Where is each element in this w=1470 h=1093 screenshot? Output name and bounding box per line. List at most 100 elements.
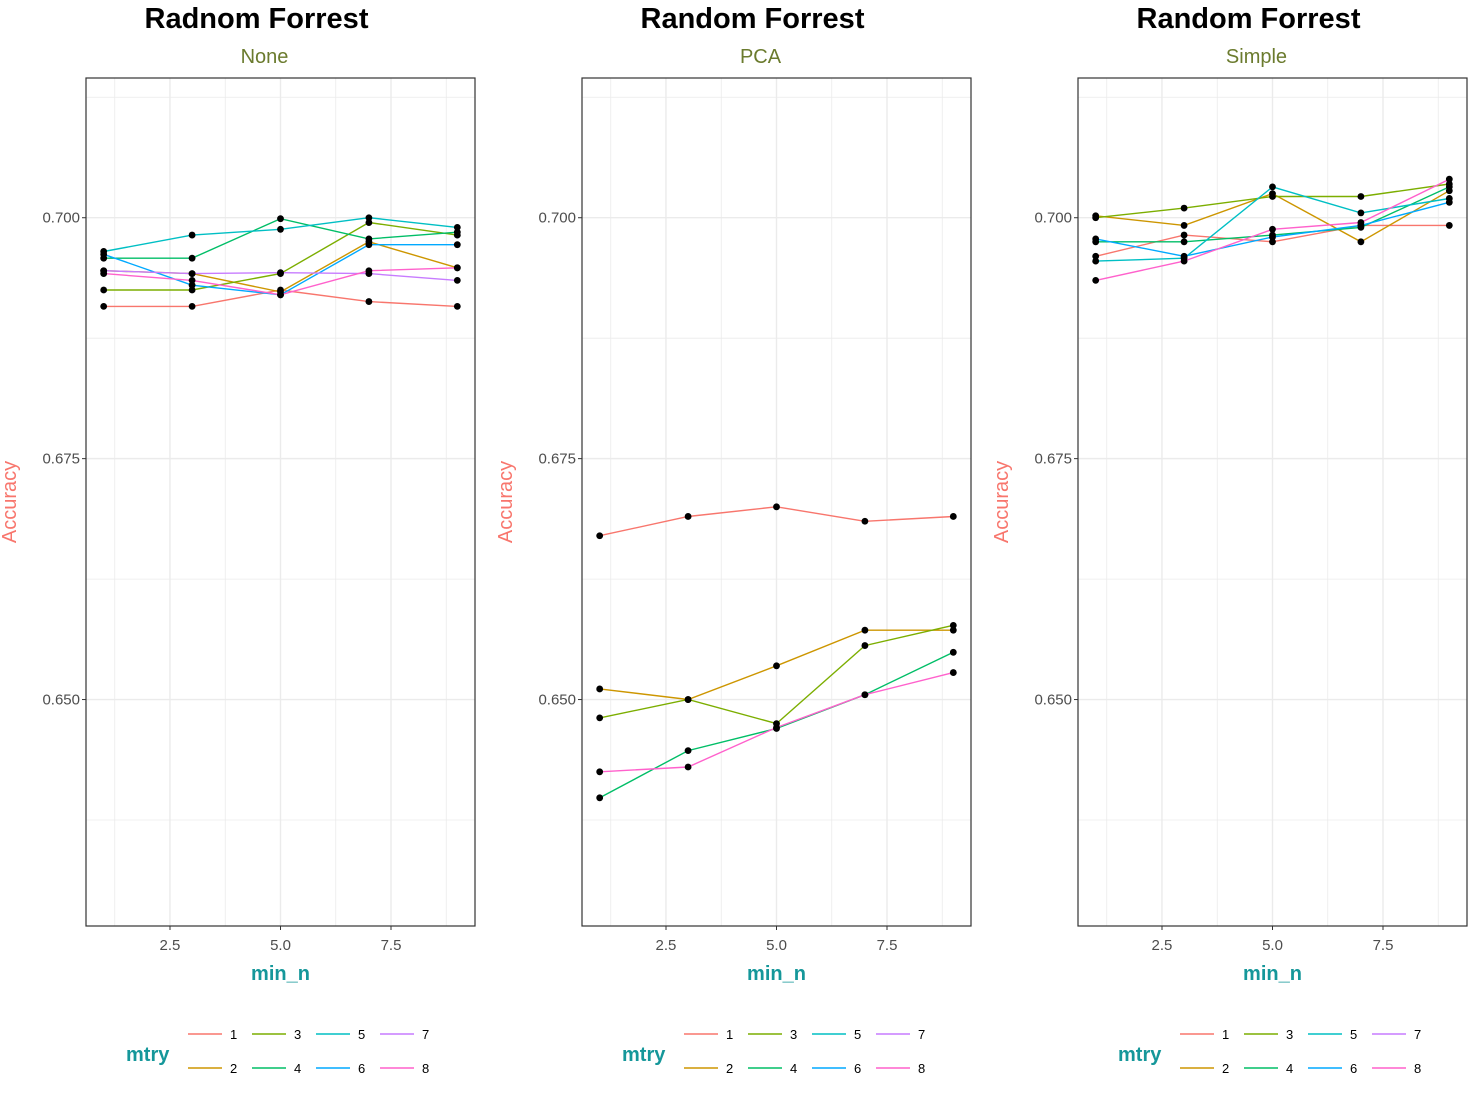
data-point-mtry-8 bbox=[453, 264, 461, 272]
data-point-mtry-6 bbox=[1269, 233, 1276, 241]
data-point-mtry-5 bbox=[453, 223, 461, 231]
data-point-mtry-6 bbox=[1092, 235, 1100, 243]
panel-subtitle: PCA bbox=[740, 46, 782, 68]
data-point-mtry-2 bbox=[773, 662, 780, 670]
data-point-mtry-6 bbox=[1180, 252, 1188, 260]
data-point-mtry-8 bbox=[1357, 219, 1365, 226]
x-tick-label: 2.5 bbox=[1152, 937, 1173, 954]
data-point-mtry-1 bbox=[100, 302, 108, 310]
legend-title: mtry bbox=[622, 1044, 666, 1066]
data-point-mtry-1 bbox=[1445, 222, 1453, 229]
data-point-mtry-1 bbox=[1092, 252, 1100, 260]
data-point-mtry-1 bbox=[453, 302, 461, 310]
x-tick-label: 7.5 bbox=[381, 937, 402, 954]
legend-label: 2 bbox=[726, 1061, 733, 1076]
data-point-mtry-8 bbox=[365, 267, 373, 275]
legend-label: 6 bbox=[358, 1061, 365, 1076]
data-point-mtry-5 bbox=[277, 225, 284, 233]
legend-label: 2 bbox=[1222, 1061, 1229, 1076]
y-axis-title: Accuracy bbox=[991, 461, 1013, 543]
data-point-mtry-1 bbox=[596, 532, 604, 540]
data-point-mtry-8 bbox=[773, 724, 780, 731]
data-point-mtry-8 bbox=[100, 270, 108, 278]
panel-subtitle: Simple bbox=[1226, 46, 1287, 68]
legend-label: 2 bbox=[230, 1061, 237, 1076]
data-point-mtry-1 bbox=[365, 298, 373, 305]
data-point-mtry-4 bbox=[365, 235, 373, 243]
legend-label: 4 bbox=[1286, 1061, 1293, 1076]
data-point-mtry-4 bbox=[684, 747, 692, 755]
legend-label: 8 bbox=[422, 1061, 429, 1076]
legend-label: 1 bbox=[1222, 1027, 1229, 1042]
data-point-mtry-3 bbox=[949, 621, 957, 629]
legend-label: 4 bbox=[294, 1061, 301, 1076]
data-point-mtry-3 bbox=[1180, 204, 1188, 212]
series-points bbox=[1092, 175, 1453, 284]
data-point-mtry-5 bbox=[1357, 209, 1365, 217]
panel-title: Random Forrest bbox=[1137, 3, 1361, 35]
data-point-mtry-1 bbox=[949, 513, 957, 520]
legend-label: 3 bbox=[790, 1027, 797, 1042]
legend: mtry 1 2 3 4 5 6 7 8 bbox=[1118, 1027, 1421, 1076]
panel-2: Random Forrest PCA 0.650 0.675 0.700 2.5 5.0 7.… bbox=[495, 3, 972, 1076]
data-point-mtry-6 bbox=[100, 250, 108, 258]
data-point-mtry-1 bbox=[773, 503, 780, 511]
data-point-mtry-7 bbox=[188, 270, 196, 278]
data-point-mtry-5 bbox=[1092, 257, 1100, 265]
data-point-mtry-2 bbox=[596, 685, 604, 693]
data-point-mtry-4 bbox=[1180, 238, 1188, 246]
data-point-mtry-1 bbox=[1180, 231, 1188, 239]
legend-label: 5 bbox=[358, 1027, 365, 1042]
data-point-mtry-3 bbox=[861, 642, 869, 649]
series-points bbox=[100, 214, 461, 310]
panel-subtitle: None bbox=[241, 46, 289, 68]
data-point-mtry-4 bbox=[453, 228, 461, 236]
data-point-mtry-2 bbox=[1180, 222, 1188, 229]
data-point-mtry-3 bbox=[1269, 193, 1276, 200]
x-tick-label: 2.5 bbox=[160, 937, 181, 954]
panel-title: Radnom Forrest bbox=[145, 3, 369, 35]
legend-label: 7 bbox=[918, 1027, 925, 1042]
data-point-mtry-8 bbox=[949, 669, 957, 676]
data-point-mtry-8 bbox=[1269, 225, 1276, 233]
legend-label: 4 bbox=[790, 1061, 797, 1076]
data-point-mtry-3 bbox=[188, 286, 196, 294]
data-point-mtry-2 bbox=[949, 626, 957, 634]
data-point-mtry-3 bbox=[684, 696, 692, 703]
panel-title: Random Forrest bbox=[641, 3, 865, 35]
x-tick-label: 5.0 bbox=[766, 937, 787, 954]
grid bbox=[86, 78, 475, 926]
legend-title: mtry bbox=[1118, 1044, 1162, 1066]
legend-label: 8 bbox=[918, 1061, 925, 1076]
legend-label: 6 bbox=[1350, 1061, 1357, 1076]
data-point-mtry-7 bbox=[277, 269, 284, 277]
data-point-mtry-4 bbox=[188, 254, 196, 262]
y-axis-title: Accuracy bbox=[495, 461, 517, 543]
data-point-mtry-3 bbox=[1357, 193, 1365, 200]
data-point-mtry-8 bbox=[861, 691, 869, 699]
data-point-mtry-6 bbox=[1445, 198, 1453, 206]
grid bbox=[582, 78, 971, 926]
data-point-mtry-8 bbox=[684, 763, 692, 771]
legend-label: 7 bbox=[422, 1027, 429, 1042]
data-point-mtry-4 bbox=[949, 648, 957, 656]
legend: mtry 1 2 3 4 5 6 7 8 bbox=[622, 1027, 925, 1076]
data-point-mtry-3 bbox=[100, 286, 108, 294]
data-point-mtry-3 bbox=[1092, 214, 1100, 222]
data-point-mtry-3 bbox=[596, 714, 604, 722]
data-point-mtry-1 bbox=[861, 517, 869, 525]
y-tick-label: 0.650 bbox=[1034, 692, 1072, 709]
panel-1: Radnom Forrest None 0.650 0.675 0.700 2.5 5.0 7… bbox=[0, 3, 476, 1076]
data-point-mtry-5 bbox=[365, 214, 373, 222]
y-tick-label: 0.675 bbox=[1034, 451, 1072, 468]
data-point-mtry-6 bbox=[188, 281, 196, 289]
data-point-mtry-8 bbox=[188, 276, 196, 284]
legend-label: 5 bbox=[1350, 1027, 1357, 1042]
x-axis-title: min_n bbox=[251, 963, 310, 985]
data-point-mtry-6 bbox=[453, 241, 461, 249]
data-point-mtry-8 bbox=[1445, 175, 1453, 183]
y-tick-label: 0.650 bbox=[42, 692, 80, 709]
legend-label: 5 bbox=[854, 1027, 861, 1042]
